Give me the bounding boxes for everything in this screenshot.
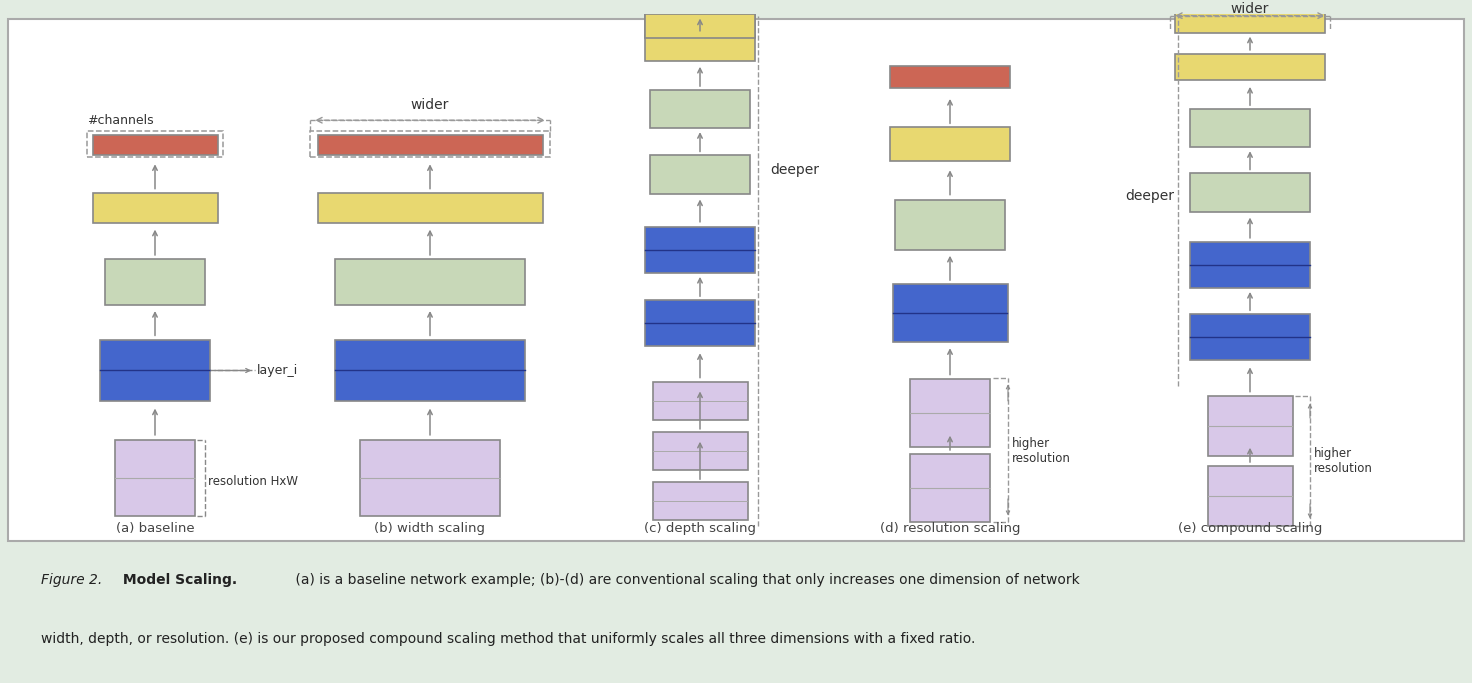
Text: Figure 2.: Figure 2.: [41, 572, 102, 587]
Bar: [100, 340, 210, 401]
Bar: [1207, 466, 1292, 527]
Bar: [93, 193, 218, 223]
Bar: [1175, 9, 1325, 33]
Bar: [651, 156, 751, 193]
Bar: [891, 66, 1010, 88]
Bar: [361, 441, 500, 516]
FancyBboxPatch shape: [7, 18, 1465, 542]
Bar: [318, 193, 543, 223]
Bar: [1189, 242, 1310, 288]
Bar: [1189, 314, 1310, 361]
Text: (a) baseline: (a) baseline: [116, 522, 194, 535]
Bar: [891, 127, 1010, 161]
Bar: [892, 284, 1007, 342]
Bar: [645, 14, 755, 38]
Text: (c) depth scaling: (c) depth scaling: [645, 522, 757, 535]
Bar: [645, 11, 755, 37]
Text: #channels: #channels: [87, 114, 153, 127]
Text: deeper: deeper: [1125, 189, 1175, 203]
Text: higher
resolution: higher resolution: [1013, 437, 1070, 465]
Bar: [336, 259, 526, 305]
Bar: [645, 227, 755, 273]
Text: (b) width scaling: (b) width scaling: [374, 522, 486, 535]
Text: Model Scaling.: Model Scaling.: [118, 572, 237, 587]
Bar: [1207, 395, 1292, 456]
Bar: [652, 432, 748, 470]
Bar: [318, 135, 543, 156]
Bar: [645, 35, 755, 61]
Bar: [895, 199, 1005, 250]
Bar: [336, 340, 526, 401]
Text: (d) resolution scaling: (d) resolution scaling: [880, 522, 1020, 535]
Bar: [910, 454, 991, 522]
Text: resolution HxW: resolution HxW: [208, 475, 297, 488]
Bar: [1189, 109, 1310, 148]
Bar: [910, 378, 991, 447]
Bar: [645, 300, 755, 346]
Text: wider: wider: [411, 98, 449, 112]
Bar: [651, 90, 751, 128]
Text: layer_i: layer_i: [258, 363, 299, 376]
Bar: [652, 382, 748, 420]
Bar: [652, 482, 748, 520]
Bar: [1175, 54, 1325, 80]
Text: width, depth, or resolution. (e) is our proposed compound scaling method that un: width, depth, or resolution. (e) is our …: [41, 632, 974, 646]
Text: (a) is a baseline network example; (b)-(d) are conventional scaling that only in: (a) is a baseline network example; (b)-(…: [291, 572, 1079, 587]
Bar: [93, 135, 218, 156]
Bar: [1189, 173, 1310, 212]
Text: wider: wider: [1231, 1, 1269, 16]
Text: higher
resolution: higher resolution: [1314, 447, 1373, 475]
Text: deeper: deeper: [770, 163, 818, 178]
Text: (e) compound scaling: (e) compound scaling: [1178, 522, 1322, 535]
Bar: [105, 259, 205, 305]
Bar: [87, 131, 222, 157]
Bar: [115, 441, 194, 516]
Bar: [311, 131, 551, 157]
